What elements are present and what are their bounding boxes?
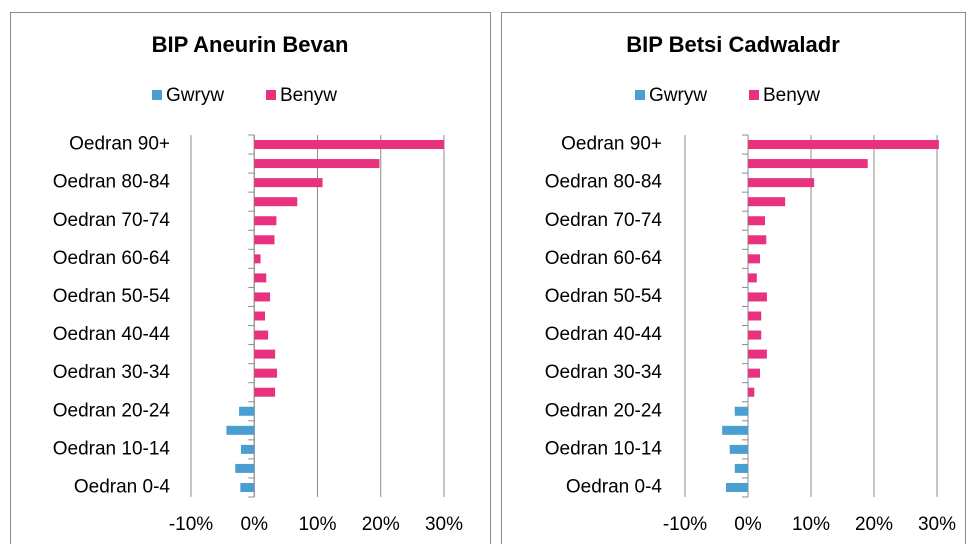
x-tick-label: 20%: [362, 514, 400, 535]
legend-swatch: [266, 90, 276, 100]
bar: [254, 254, 261, 264]
bar: [254, 368, 278, 378]
bar: [748, 216, 766, 226]
x-tick-label: 10%: [298, 514, 336, 535]
y-tick-label: Oedran 0-4: [566, 476, 663, 497]
bar: [254, 387, 276, 397]
bar: [235, 463, 255, 473]
bar: [240, 482, 255, 492]
bar: [748, 349, 767, 359]
y-tick-label: Oedran 10-14: [545, 438, 663, 459]
bar: [226, 425, 255, 435]
x-tick-label: 0%: [241, 514, 269, 535]
chart-title: BIP Aneurin Bevan: [152, 32, 349, 57]
y-tick-label: Oedran 10-14: [53, 438, 171, 459]
bar: [748, 311, 762, 321]
bar: [254, 197, 298, 207]
y-tick-label: Oedran 20-24: [545, 400, 663, 421]
x-tick-label: -10%: [663, 514, 707, 535]
bar: [748, 254, 760, 264]
y-tick-label: Oedran 60-64: [53, 248, 171, 269]
bar: [239, 406, 255, 416]
bar: [748, 273, 757, 283]
bar: [725, 482, 748, 492]
bar: [748, 292, 767, 302]
y-tick-label: Oedran 30-34: [53, 362, 171, 383]
y-tick-label: Oedran 90+: [561, 134, 662, 155]
y-tick-label: Oedran 50-54: [53, 286, 171, 307]
bar: [254, 292, 271, 302]
y-tick-label: Oedran 0-4: [74, 476, 171, 497]
bar: [748, 197, 786, 207]
bar: [748, 178, 815, 188]
bar: [748, 387, 755, 397]
y-tick-label: Oedran 20-24: [53, 400, 171, 421]
legend-label: Gwryw: [649, 85, 707, 106]
y-tick-label: Oedran 80-84: [545, 172, 663, 193]
legend-swatch: [152, 90, 162, 100]
x-tick-label: 30%: [918, 514, 956, 535]
bar: [254, 235, 275, 245]
x-tick-label: 10%: [792, 514, 830, 535]
bar: [729, 444, 748, 454]
y-tick-label: Oedran 60-64: [545, 248, 663, 269]
bar: [748, 159, 868, 169]
bar: [734, 463, 748, 473]
bar: [254, 140, 444, 150]
legend-swatch: [749, 90, 759, 100]
bar: [254, 216, 277, 226]
y-tick-label: Oedran 70-74: [545, 210, 663, 231]
y-tick-label: Oedran 40-44: [53, 324, 171, 345]
bar: [240, 444, 255, 454]
bar: [254, 159, 380, 169]
bar: [722, 425, 748, 435]
x-tick-label: 30%: [425, 514, 463, 535]
bar: [254, 273, 267, 283]
panel-border: [10, 12, 491, 544]
y-tick-label: Oedran 80-84: [53, 172, 171, 193]
bar: [254, 178, 323, 188]
legend-label: Gwryw: [166, 85, 224, 106]
y-tick-label: Oedran 90+: [69, 134, 170, 155]
bar: [748, 330, 762, 340]
legend-swatch: [635, 90, 645, 100]
y-tick-label: Oedran 40-44: [545, 324, 663, 345]
x-tick-label: 0%: [734, 514, 762, 535]
bar: [734, 406, 748, 416]
y-tick-label: Oedran 70-74: [53, 210, 171, 231]
bar: [748, 140, 939, 150]
bar: [254, 330, 269, 340]
x-tick-label: 20%: [855, 514, 893, 535]
bar: [748, 368, 760, 378]
y-tick-label: Oedran 30-34: [545, 362, 663, 383]
panel-border: [501, 12, 966, 544]
bar: [254, 349, 276, 359]
legend-label: Benyw: [763, 85, 820, 106]
chart-title: BIP Betsi Cadwaladr: [626, 32, 840, 57]
bar: [748, 235, 767, 245]
x-tick-label: -10%: [169, 514, 213, 535]
bar: [254, 311, 266, 321]
y-tick-label: Oedran 50-54: [545, 286, 663, 307]
legend-label: Benyw: [280, 85, 337, 106]
